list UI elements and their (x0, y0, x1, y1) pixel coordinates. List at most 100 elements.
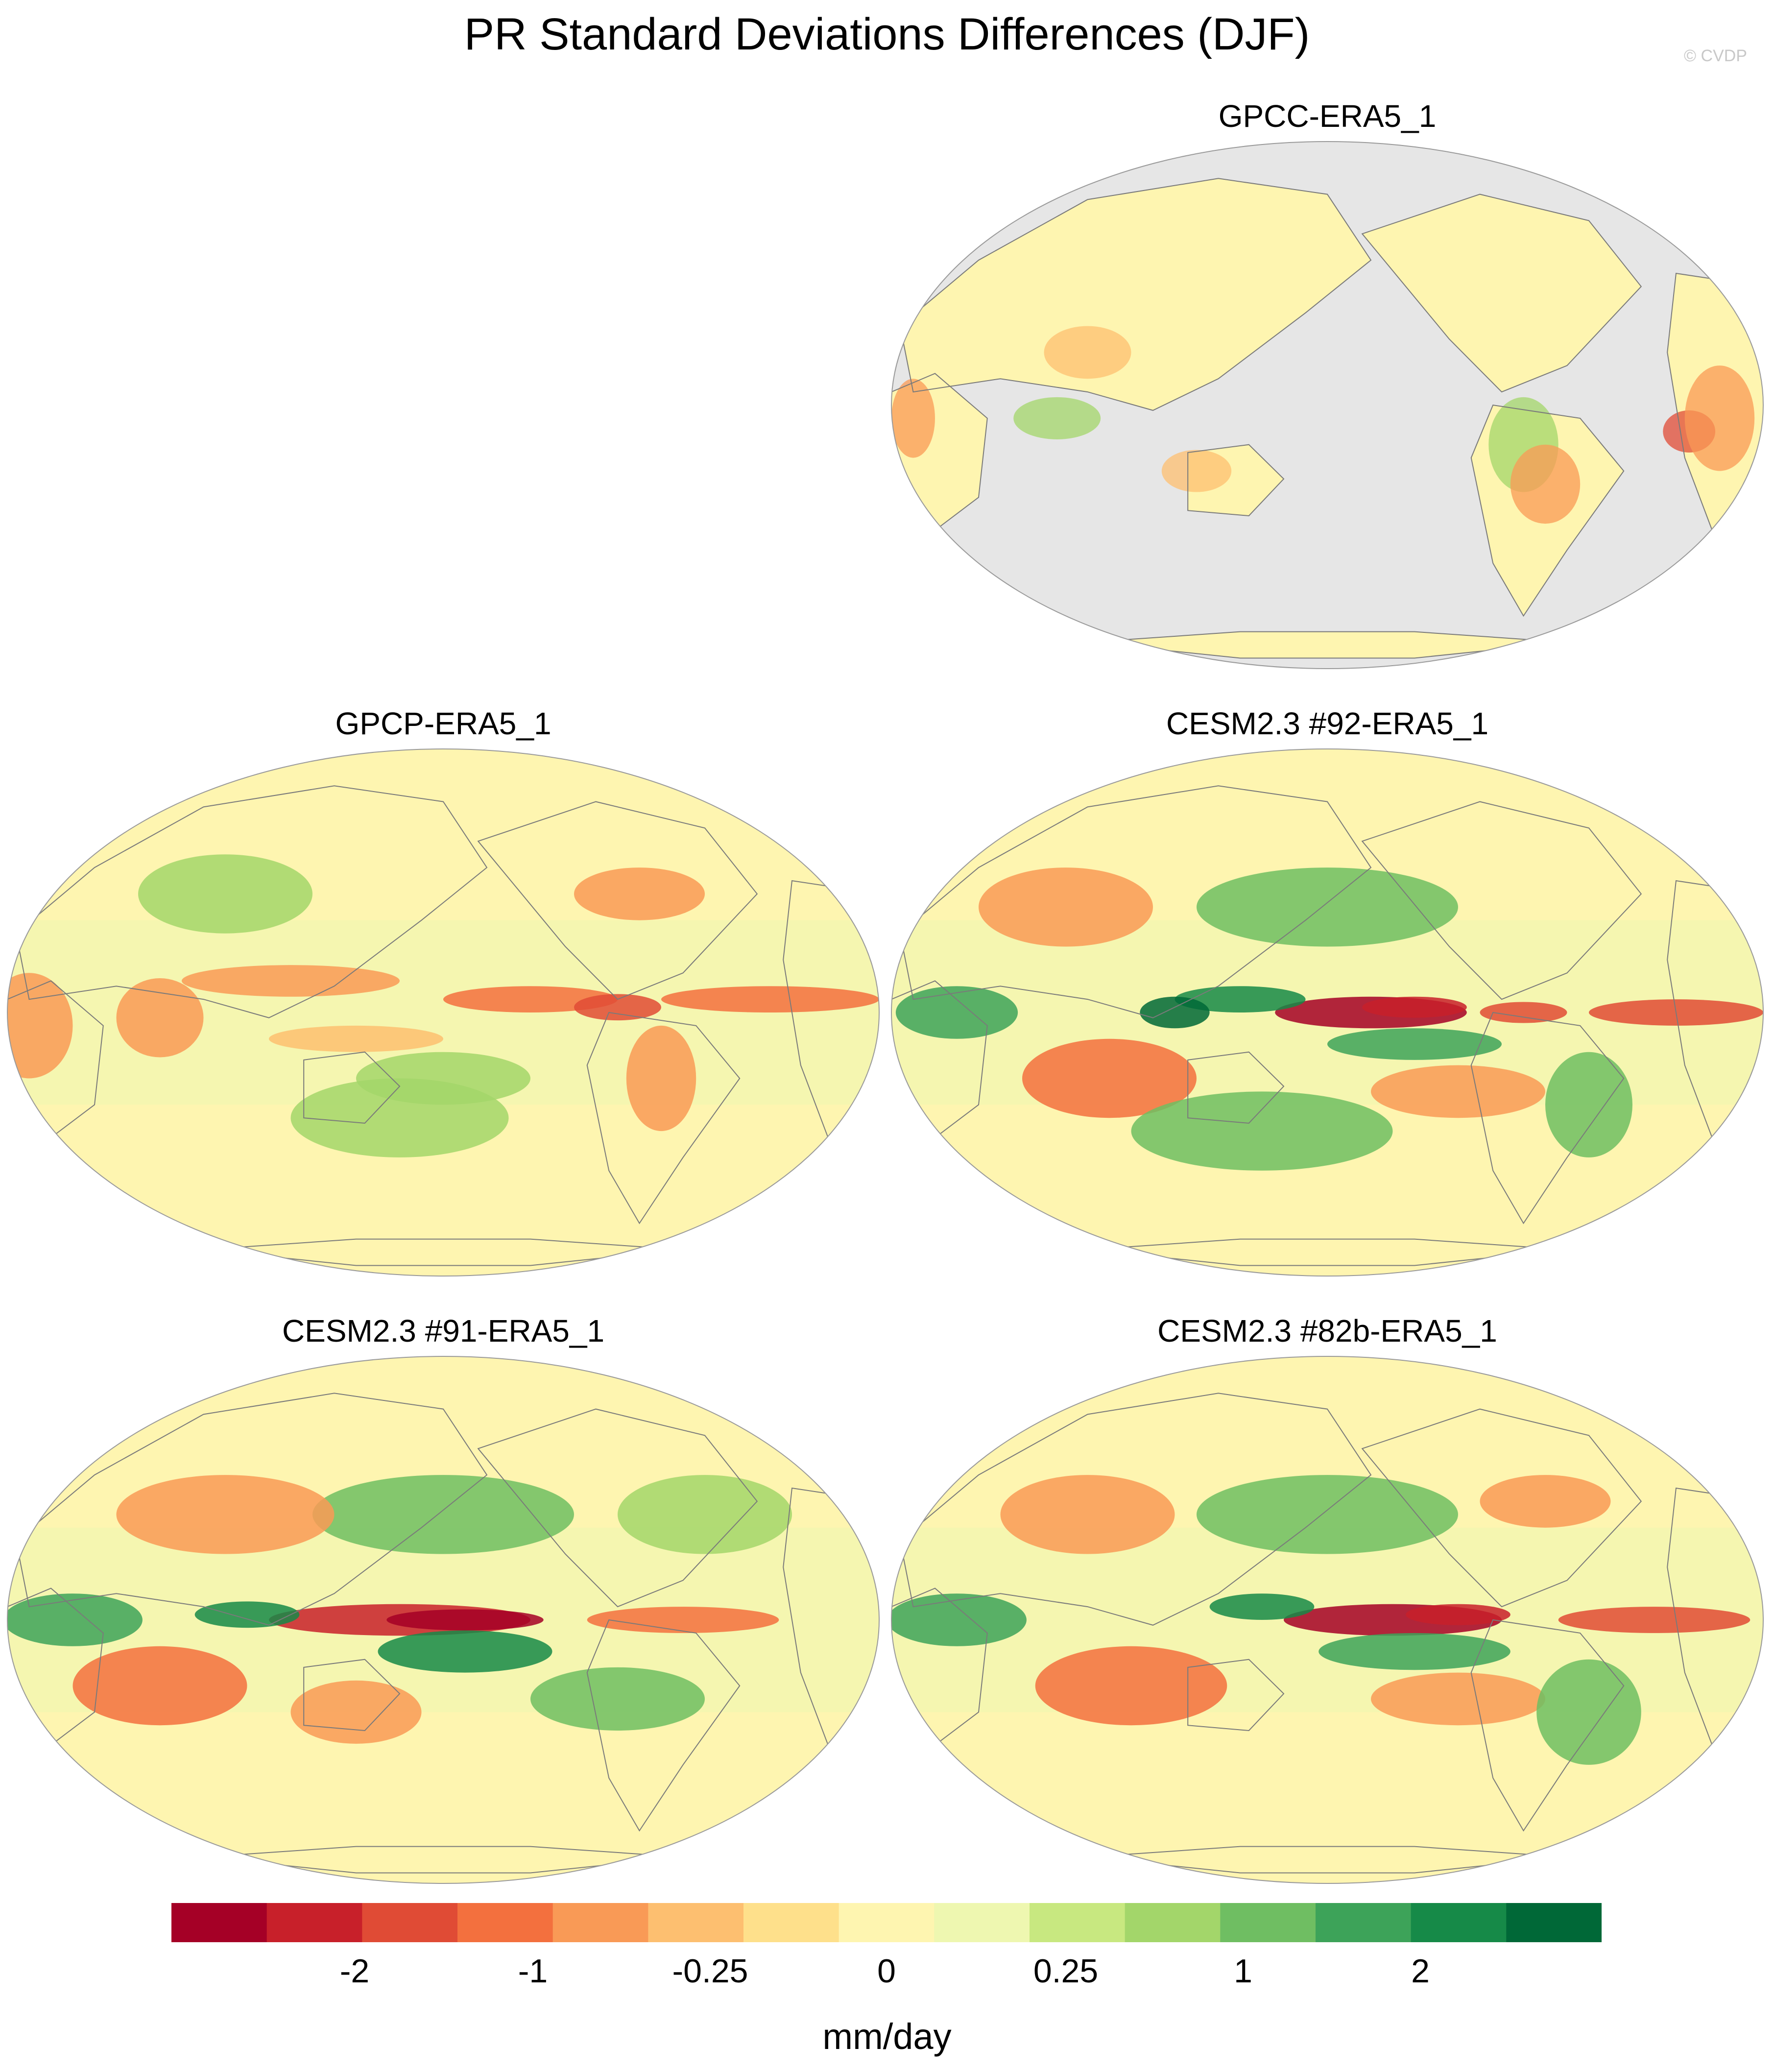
figure-title: PR Standard Deviations Differences (DJF) (464, 9, 1310, 59)
field-anomaly (1684, 365, 1755, 471)
map-field (7, 1356, 879, 1883)
coastline (899, 178, 1372, 411)
colorbar-tick-label: 0.25 (1033, 1952, 1099, 1990)
map-gpcc (889, 140, 1766, 671)
field-anomaly (312, 1475, 574, 1554)
map-outline (7, 748, 880, 1277)
field-anomaly (1022, 1038, 1197, 1118)
panel-title: CESM2.3 #91-ERA5_1 (282, 1313, 605, 1349)
panel-title: GPCC-ERA5_1 (1218, 98, 1437, 134)
coastline (899, 1393, 1372, 1626)
map-field (891, 1356, 1763, 1883)
coastline (586, 1619, 741, 1832)
colorbar-box (266, 1903, 362, 1942)
field-anomaly (979, 867, 1153, 947)
field-anomaly (1480, 1475, 1611, 1528)
field-anomaly (194, 1601, 300, 1628)
coastline (303, 1051, 401, 1124)
field-anomaly (1140, 996, 1210, 1029)
colorbar-tick-label: 2 (1411, 1952, 1430, 1990)
coastline (891, 1588, 988, 1753)
field-anomaly (7, 1593, 143, 1646)
colorbar-box (934, 1903, 1030, 1942)
field-anomaly (443, 986, 618, 1012)
colorbar (171, 1903, 1602, 1942)
field-anomaly (1209, 1593, 1315, 1620)
field-anomaly (1013, 397, 1101, 439)
field-anomaly (1480, 1002, 1567, 1023)
field-anomaly (1175, 986, 1306, 1012)
field-anomaly (138, 854, 312, 934)
field-anomaly (378, 1630, 552, 1673)
field-anomaly (1536, 1659, 1641, 1765)
field-anomaly (290, 1078, 509, 1157)
map-cesm91 (5, 1354, 882, 1886)
map-outline (891, 1356, 1764, 1884)
colorbar-box (1220, 1903, 1316, 1942)
field-anomaly (891, 379, 935, 458)
panel-gpcc: GPCC-ERA5_1 (889, 98, 1766, 671)
field-anomaly (891, 1593, 1027, 1646)
field-anomaly (1197, 1475, 1458, 1554)
map-field (891, 142, 1763, 669)
coastline (477, 1408, 758, 1608)
coastline (477, 801, 758, 1000)
field-anomaly (574, 867, 705, 920)
map-outline (891, 748, 1764, 1277)
colorbar-box (743, 1903, 839, 1942)
colorbar-box (1316, 1903, 1412, 1942)
colorbar-box (648, 1903, 744, 1942)
coastline (586, 1012, 741, 1225)
field-anomaly (1362, 996, 1467, 1018)
coastline (1470, 404, 1625, 617)
land-field (900, 178, 1371, 410)
coastline (1361, 193, 1642, 393)
field-anomaly (1319, 1633, 1510, 1670)
field-anomaly (72, 1646, 247, 1726)
colorbar-units: mm/day (822, 2016, 952, 2057)
colorbar-box (362, 1903, 458, 1942)
map-field (891, 749, 1763, 1276)
coastline (1187, 1659, 1285, 1731)
map-field (7, 749, 879, 1276)
coastline (891, 980, 988, 1145)
colorbar-tick-label: -1 (518, 1952, 548, 1990)
colorbar-box (1125, 1903, 1221, 1942)
coastline (15, 785, 488, 1018)
coastline (15, 1393, 488, 1626)
land-field (1087, 631, 1567, 658)
field-anomaly (116, 1475, 335, 1554)
field-anomaly (1327, 1028, 1502, 1060)
colorbar-tick-label: -2 (339, 1952, 370, 1990)
field-anomaly (587, 1607, 779, 1633)
field-anomaly (1197, 867, 1458, 947)
land-field (1362, 194, 1641, 392)
field-anomaly (530, 1667, 705, 1731)
panel-cesm92: CESM2.3 #92-ERA5_1 (889, 705, 1766, 1278)
panel-cesm82b: CESM2.3 #82b-ERA5_1 (889, 1313, 1766, 1886)
colorbar-box (552, 1903, 648, 1942)
coastline (1470, 1619, 1625, 1832)
colorbar-tick-label: 0 (877, 1952, 896, 1990)
coastline (1361, 1408, 1642, 1608)
colorbar-box (171, 1903, 267, 1942)
field-anomaly (1371, 1065, 1545, 1118)
field-anomaly (626, 1025, 696, 1132)
watermark: © CVDP (1684, 47, 1747, 65)
panel-gpcp: GPCP-ERA5_1 (5, 705, 882, 1278)
coastline (1187, 1051, 1285, 1124)
panel-title: CESM2.3 #82b-ERA5_1 (1157, 1313, 1497, 1349)
field-anomaly (1161, 450, 1232, 492)
map-cesm92 (889, 747, 1766, 1278)
coastline (899, 785, 1372, 1018)
colorbar-tick-label: -0.25 (672, 1952, 748, 1990)
colorbar-box (1030, 1903, 1126, 1942)
coastline (1187, 444, 1285, 516)
coastline (1361, 801, 1642, 1000)
colorbar-box (1506, 1903, 1602, 1942)
field-anomaly (269, 1025, 443, 1052)
coastline (1470, 1012, 1625, 1225)
field-anomaly (1035, 1646, 1227, 1726)
colorbar-tick-label: 1 (1234, 1952, 1252, 1990)
field-anomaly (661, 986, 879, 1012)
